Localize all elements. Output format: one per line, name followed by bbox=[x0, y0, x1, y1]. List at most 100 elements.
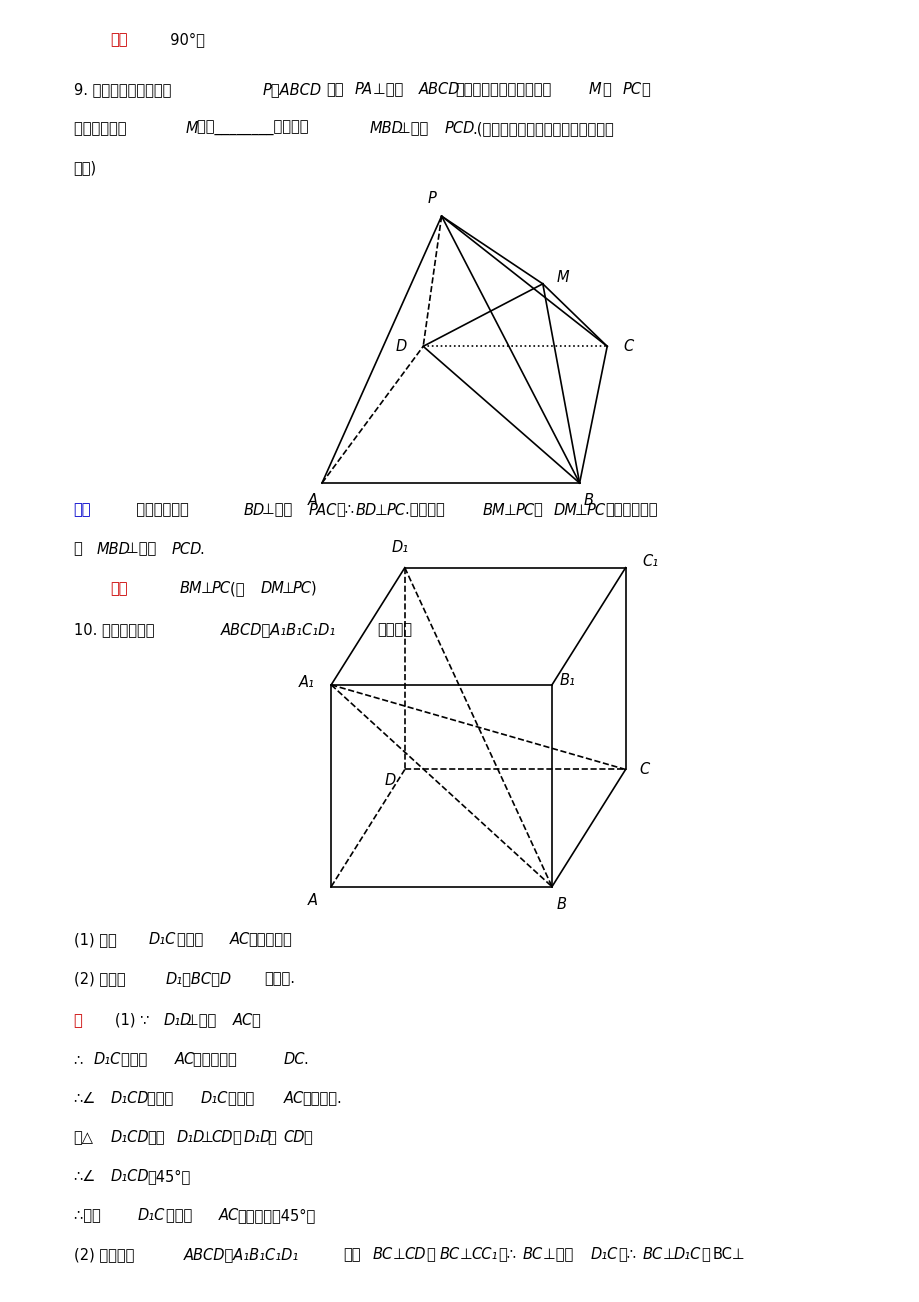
Text: MBD: MBD bbox=[96, 542, 130, 557]
Text: A₁: A₁ bbox=[299, 674, 314, 690]
Text: ，: ， bbox=[303, 1130, 312, 1146]
Text: PC: PC bbox=[211, 581, 231, 596]
Text: ⊥底面: ⊥底面 bbox=[372, 82, 407, 98]
Text: ABCD－A₁B₁C₁D₁: ABCD－A₁B₁C₁D₁ bbox=[221, 622, 335, 638]
Text: PC: PC bbox=[622, 82, 641, 98]
Text: C: C bbox=[639, 762, 649, 777]
Text: AC: AC bbox=[219, 1208, 239, 1224]
Text: D₁D: D₁D bbox=[164, 1013, 192, 1029]
Text: (或: (或 bbox=[230, 581, 249, 596]
Text: 所成的角是45°．: 所成的角是45°． bbox=[237, 1208, 315, 1224]
Text: 在平面: 在平面 bbox=[121, 1052, 153, 1068]
Text: CD: CD bbox=[211, 1130, 233, 1146]
Text: 与平面: 与平面 bbox=[228, 1091, 259, 1107]
Text: D₁CD: D₁CD bbox=[110, 1169, 149, 1185]
Text: ＝: ＝ bbox=[267, 1130, 276, 1146]
Text: ，∴: ，∴ bbox=[335, 503, 354, 518]
Text: AC: AC bbox=[230, 932, 250, 948]
Text: BC⊥: BC⊥ bbox=[712, 1247, 744, 1263]
Text: P－ABCD: P－ABCD bbox=[262, 82, 321, 98]
Text: PA: PA bbox=[354, 82, 372, 98]
Text: PCD: PCD bbox=[444, 121, 474, 137]
Text: ，就可推得平: ，就可推得平 bbox=[605, 503, 657, 518]
Text: (1) 直线: (1) 直线 bbox=[74, 932, 120, 948]
Text: 所成的角；: 所成的角； bbox=[248, 932, 292, 948]
Text: ⊥平面: ⊥平面 bbox=[186, 1013, 221, 1029]
Text: D₁－BC－D: D₁－BC－D bbox=[165, 971, 232, 987]
Text: D₁: D₁ bbox=[391, 539, 408, 555]
Text: CD: CD bbox=[283, 1130, 304, 1146]
Text: 10. 如图，正方体: 10. 如图，正方体 bbox=[74, 622, 159, 638]
Text: M: M bbox=[186, 121, 199, 137]
Text: ，: ， bbox=[251, 1013, 260, 1029]
Text: PC: PC bbox=[292, 581, 312, 596]
Text: ⊥: ⊥ bbox=[574, 503, 587, 518]
Text: (2) 在正方体: (2) 在正方体 bbox=[74, 1247, 139, 1263]
Text: AC: AC bbox=[175, 1052, 195, 1068]
Text: D₁C: D₁C bbox=[94, 1052, 121, 1068]
Text: ⊥: ⊥ bbox=[374, 503, 387, 518]
Text: ，∴: ，∴ bbox=[498, 1247, 516, 1263]
Text: (1) ∵: (1) ∵ bbox=[101, 1013, 150, 1029]
Text: 所成的角.: 所成的角. bbox=[301, 1091, 341, 1107]
Text: .: . bbox=[199, 542, 204, 557]
Text: ⊥: ⊥ bbox=[662, 1247, 675, 1263]
Text: 中，: 中， bbox=[343, 1247, 360, 1263]
Text: AC: AC bbox=[233, 1013, 253, 1029]
Text: (2) 二面角: (2) 二面角 bbox=[74, 971, 130, 987]
Text: 或: 或 bbox=[533, 503, 547, 518]
Text: 9. 如图所示，在四棱锥: 9. 如图所示，在四棱锥 bbox=[74, 82, 171, 98]
Text: ⊥平面: ⊥平面 bbox=[126, 542, 161, 557]
Text: 满足________时，平面: 满足________时，平面 bbox=[197, 121, 312, 137]
Text: BC: BC bbox=[522, 1247, 542, 1263]
Text: BD: BD bbox=[356, 503, 377, 518]
Text: PC: PC bbox=[515, 503, 534, 518]
Text: D: D bbox=[384, 773, 395, 789]
Text: D₁C: D₁C bbox=[673, 1247, 700, 1263]
Text: 为: 为 bbox=[602, 82, 616, 98]
Text: PC: PC bbox=[586, 503, 606, 518]
Text: ⊥: ⊥ bbox=[504, 503, 516, 518]
Text: ⊥: ⊥ bbox=[460, 1247, 472, 1263]
Text: 解析: 解析 bbox=[74, 503, 91, 518]
Text: ，且底面各边长都相等，: ，且底面各边长都相等， bbox=[455, 82, 551, 98]
Text: P: P bbox=[427, 190, 437, 206]
Text: ⊥平面: ⊥平面 bbox=[262, 503, 297, 518]
Text: 是直线: 是直线 bbox=[147, 1091, 178, 1107]
Text: A: A bbox=[308, 493, 317, 509]
Text: ∴∠: ∴∠ bbox=[74, 1091, 96, 1107]
Text: M: M bbox=[556, 270, 569, 285]
Text: D₁CD: D₁CD bbox=[110, 1130, 149, 1146]
Text: C: C bbox=[623, 339, 633, 354]
Text: B: B bbox=[556, 897, 566, 913]
Text: DM: DM bbox=[260, 581, 284, 596]
Text: A: A bbox=[307, 893, 317, 909]
Text: D₁CD: D₁CD bbox=[110, 1091, 149, 1107]
Text: ，: ， bbox=[232, 1130, 241, 1146]
Text: ∴: ∴ bbox=[74, 1052, 83, 1068]
Text: D: D bbox=[395, 339, 406, 354]
Text: BD: BD bbox=[244, 503, 265, 518]
Text: PC: PC bbox=[386, 503, 405, 518]
Text: D₁C: D₁C bbox=[138, 1208, 165, 1224]
Text: D₁D: D₁D bbox=[244, 1130, 272, 1146]
Text: PCD: PCD bbox=[172, 542, 202, 557]
Text: ABCD－A₁B₁C₁D₁: ABCD－A₁B₁C₁D₁ bbox=[184, 1247, 299, 1263]
Text: 一动点，当点: 一动点，当点 bbox=[74, 121, 130, 137]
Text: ): ) bbox=[311, 581, 316, 596]
Text: BC: BC bbox=[641, 1247, 662, 1263]
Text: 的大小.: 的大小. bbox=[264, 971, 295, 987]
Text: 与平面: 与平面 bbox=[176, 932, 208, 948]
Text: 中，: 中， bbox=[147, 1130, 165, 1146]
Text: CD: CD bbox=[404, 1247, 425, 1263]
Text: 90°。: 90°。 bbox=[161, 33, 205, 48]
Text: ⊥: ⊥ bbox=[281, 581, 294, 596]
Text: 解: 解 bbox=[74, 1013, 83, 1029]
Text: ⊥: ⊥ bbox=[200, 581, 213, 596]
Text: BC: BC bbox=[439, 1247, 460, 1263]
Text: .因此只要: .因此只要 bbox=[404, 503, 448, 518]
Text: BC: BC bbox=[372, 1247, 392, 1263]
Text: ，∴: ，∴ bbox=[618, 1247, 636, 1263]
Text: 答案: 答案 bbox=[110, 581, 128, 596]
Text: C₁: C₁ bbox=[641, 553, 658, 569]
